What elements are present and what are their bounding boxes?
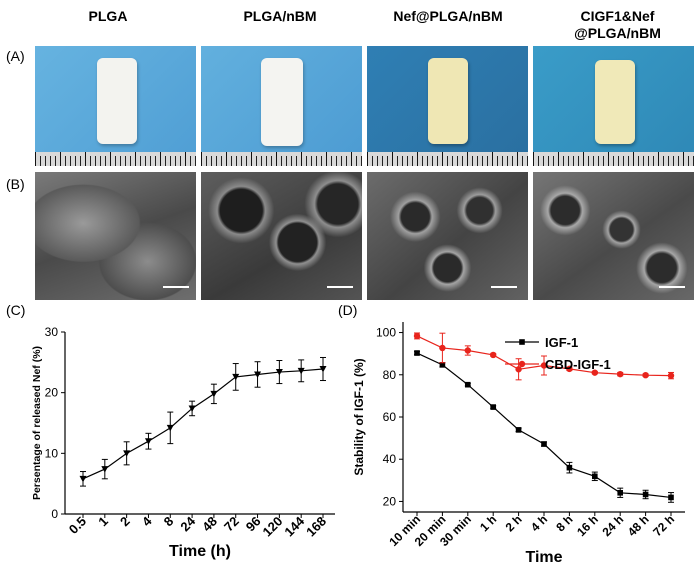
sem-image-cigf1-nef-plga-nbm [533,172,694,300]
scale-bar [659,286,685,288]
panel-label-c: (C) [6,302,26,318]
data-point [297,367,305,375]
sem-image-plga-nbm [201,172,362,300]
data-point [275,369,283,376]
data-point [667,372,675,379]
data-point [188,405,196,412]
column-title-plga-nbm: PLGA/nBM [243,8,317,24]
x-tick-label: 8 h [553,512,575,534]
y-tick-label: 30 [45,325,59,339]
x-tick-label: 72 [221,514,242,535]
x-tick-label: 48 [199,514,220,535]
legend-marker [518,360,526,368]
data-point [166,424,174,432]
y-tick-label: 100 [376,326,396,340]
data-point [642,491,649,498]
y-tick-label: 20 [45,386,59,400]
scaffold-photo-plga-nbm [201,46,362,166]
panel-label-b: (B) [6,176,25,192]
data-point [465,381,471,388]
scaffold-photo-nef-plga-nbm [367,46,528,166]
panel-label-a: (A) [6,48,25,64]
x-tick-label: 8 [161,514,177,530]
x-tick-label: 4 [139,513,155,529]
data-point [123,450,131,457]
data-point [541,441,547,447]
data-point [668,494,674,501]
x-tick-label: 1 h [477,512,499,534]
data-point [464,347,471,354]
data-point [79,475,87,483]
series-line-nef [82,368,324,480]
data-point [413,332,421,340]
x-tick-label: 24 h [599,512,626,539]
scaffold-photo-plga [35,46,196,166]
x-tick-label: 16 h [574,512,601,539]
data-point [439,362,446,368]
panel-label-d: (D) [338,302,358,318]
legend-label: IGF-1 [545,335,578,350]
x-axis-label: Time [525,549,562,566]
data-point [101,466,109,473]
sem-image-plga [35,172,196,300]
ruler [367,152,528,166]
column-title-nef-plga-nbm: Nef@PLGA/nBM [393,8,503,24]
x-tick-label: 4 h [528,512,550,534]
data-point [439,344,446,352]
ruler [35,152,196,166]
y-axis-label: Persentage of released Nef (%) [31,346,43,500]
data-point [642,372,649,379]
x-tick-label: 2 [117,514,133,530]
y-tick-label: 80 [383,368,397,382]
data-point [254,371,262,378]
x-tick-label: 48 h [625,512,652,539]
data-point [144,438,152,445]
data-point [319,366,327,373]
scaffold-photo-cigf1-nef-plga-nbm [533,46,694,166]
data-point [490,351,497,359]
data-point [490,404,496,410]
y-tick-label: 10 [45,446,59,460]
data-point [232,373,240,381]
ruler [533,152,694,166]
scale-bar [327,286,353,288]
x-tick-label: 1 [95,514,111,530]
x-tick-label: 24 [177,513,198,534]
y-tick-label: 20 [383,494,397,508]
data-point [617,370,624,378]
x-tick-label: 168 [303,514,329,540]
scale-bar [491,286,517,288]
data-point [515,366,522,373]
column-title-plga: PLGA [88,8,128,24]
data-point [591,369,598,376]
x-axis-label: Time (h) [169,543,231,560]
data-point [617,489,623,496]
x-tick-label: 0.5 [66,514,89,537]
x-tick-label: 144 [281,513,307,539]
ruler [201,152,362,166]
y-tick-label: 60 [383,410,397,424]
column-title-cigf1-nef-plga-nbm: CIGF1&Nef @PLGA/nBM [574,8,661,41]
x-tick-label: 72 h [650,512,677,539]
legend-label: CBD-IGF-1 [545,357,611,372]
y-tick-label: 40 [383,452,397,466]
x-tick-label: 120 [260,514,286,540]
data-point [210,390,218,398]
data-point [566,464,573,471]
data-point [540,362,548,369]
scale-bar [163,286,189,288]
data-point [592,473,598,480]
data-point [414,350,420,356]
data-point [566,365,573,373]
data-point [515,427,522,433]
y-tick-label: 0 [51,507,58,521]
sem-image-nef-plga-nbm [367,172,528,300]
y-axis-label: Stability of IGF-1 (%) [352,358,366,475]
legend-marker [519,339,525,345]
x-tick-label: 2 h [503,512,525,534]
